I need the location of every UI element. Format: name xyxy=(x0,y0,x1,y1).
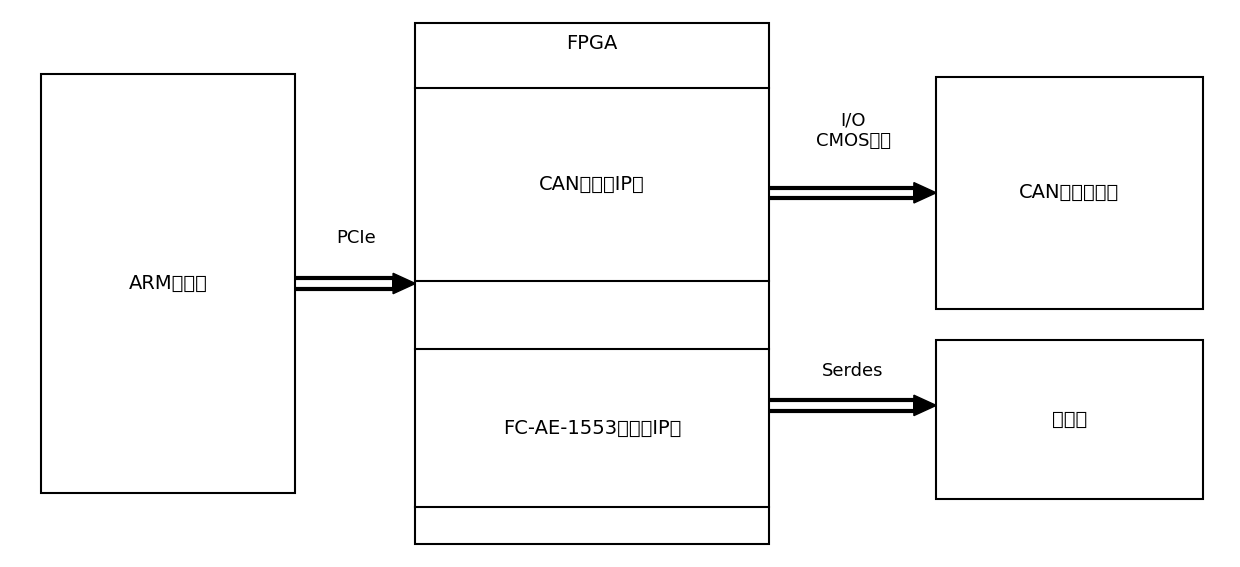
Text: CAN收发器模块: CAN收发器模块 xyxy=(1019,183,1120,202)
Polygon shape xyxy=(914,395,936,416)
Bar xyxy=(913,400,915,411)
Bar xyxy=(41,74,295,493)
Bar xyxy=(913,188,915,198)
Bar xyxy=(392,278,394,289)
Polygon shape xyxy=(393,273,415,294)
Bar xyxy=(936,340,1203,499)
Text: Serdes: Serdes xyxy=(822,362,884,380)
Polygon shape xyxy=(914,183,936,203)
Text: FPGA: FPGA xyxy=(567,35,618,53)
Text: ARM控制器: ARM控制器 xyxy=(129,274,207,293)
Text: CAN控制器IP核: CAN控制器IP核 xyxy=(539,175,645,194)
Bar xyxy=(936,77,1203,309)
Text: FC-AE-1553控制器IP核: FC-AE-1553控制器IP核 xyxy=(503,418,681,438)
Text: I/O
CMOS电平: I/O CMOS电平 xyxy=(816,112,890,150)
Text: 光模块: 光模块 xyxy=(1052,410,1087,429)
Bar xyxy=(415,23,769,544)
Text: PCIe: PCIe xyxy=(336,229,376,247)
